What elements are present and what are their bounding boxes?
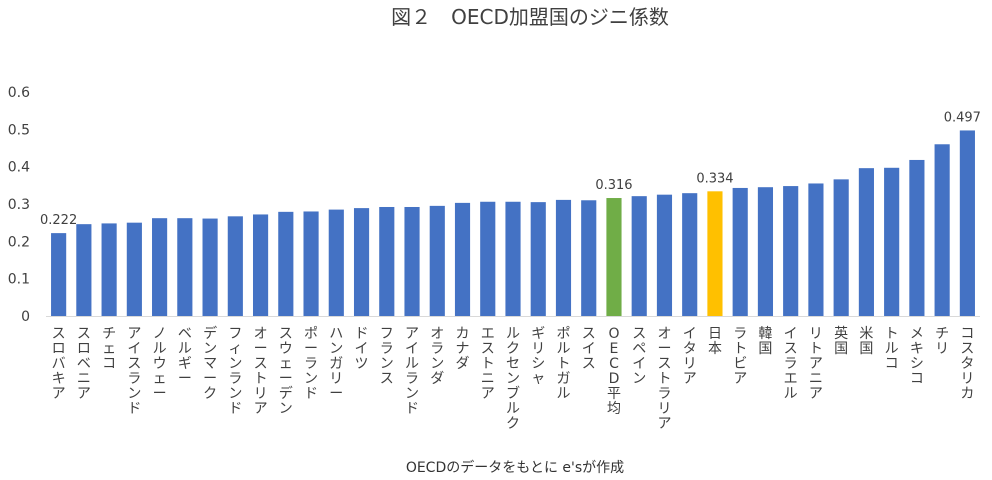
data-label: 0.222 bbox=[40, 213, 77, 228]
bar-33 bbox=[884, 167, 900, 316]
category-label: 英国 bbox=[834, 325, 848, 357]
bar-35 bbox=[934, 144, 950, 316]
category-label: カナダ bbox=[456, 326, 470, 372]
bar-32 bbox=[858, 168, 874, 316]
bar-7 bbox=[227, 216, 243, 316]
category-label: ポーランド bbox=[304, 326, 318, 402]
bar-4 bbox=[152, 218, 168, 316]
bar-6 bbox=[202, 218, 218, 316]
category-label: スペイン bbox=[632, 326, 646, 387]
category-label: 韓国 bbox=[758, 326, 772, 357]
bar-11 bbox=[328, 209, 344, 316]
category-label: ベルギー bbox=[178, 326, 192, 387]
category-label: ルクセンブルク bbox=[506, 326, 520, 432]
y-tick-label: 0.6 bbox=[8, 85, 30, 101]
y-tick-label: 0.1 bbox=[8, 272, 30, 288]
bar-3 bbox=[126, 222, 142, 316]
bar-18 bbox=[505, 201, 521, 316]
category-label: チェコ bbox=[102, 326, 116, 372]
bar-17 bbox=[480, 201, 496, 316]
y-tick-label: 0.4 bbox=[8, 160, 30, 176]
source-note: OECDのデータをもとに e'sが作成 bbox=[406, 459, 624, 476]
bar-24 bbox=[656, 194, 673, 316]
bars bbox=[46, 130, 980, 317]
y-tick-label: 0.5 bbox=[8, 122, 30, 138]
bar-26 bbox=[707, 191, 723, 316]
data-label: 0.334 bbox=[696, 171, 733, 186]
bar-9 bbox=[278, 211, 294, 316]
bar-2 bbox=[101, 223, 117, 316]
bar-20 bbox=[555, 199, 572, 316]
bar-36 bbox=[959, 130, 975, 316]
y-tick-label: 0.3 bbox=[8, 197, 30, 213]
category-label: 日本 bbox=[708, 326, 722, 357]
category-label: スロバキア bbox=[52, 326, 66, 402]
bar-19 bbox=[530, 202, 546, 316]
category-label: デンマーク bbox=[203, 325, 217, 402]
bar-34 bbox=[909, 159, 925, 316]
bar-0 bbox=[51, 233, 67, 316]
category-label: イスラエル bbox=[784, 326, 798, 402]
bar-5 bbox=[177, 218, 193, 316]
bar-13 bbox=[379, 206, 395, 316]
category-label: トルコ bbox=[885, 326, 899, 372]
category-label: ノルウェー bbox=[153, 326, 167, 402]
bar-15 bbox=[429, 205, 445, 316]
category-label: O E C D 平均 bbox=[607, 326, 621, 417]
category-label: ギリシャ bbox=[531, 326, 545, 387]
category-label: アイスランド bbox=[127, 326, 141, 417]
chart-title: 図２ OECD加盟国のジニ係数 bbox=[391, 5, 669, 29]
bar-23 bbox=[631, 196, 647, 316]
bar-27 bbox=[732, 187, 748, 316]
category-label: フィンランド bbox=[228, 326, 242, 417]
category-label: オーストリア bbox=[254, 326, 268, 417]
bar-28 bbox=[757, 187, 774, 316]
category-label: コスタリカ bbox=[960, 326, 974, 402]
category-label: ポルトガル bbox=[556, 326, 570, 402]
category-label: スウェーデン bbox=[279, 326, 293, 417]
bar-25 bbox=[682, 193, 698, 316]
category-label: オランダ bbox=[430, 326, 444, 387]
bar-8 bbox=[252, 214, 269, 316]
bar-16 bbox=[454, 202, 471, 316]
category-label: ドイツ bbox=[355, 326, 369, 372]
category-labels: スロバキアスロベニアチェコアイスランドノルウェーベルギーデンマークフィンランドオ… bbox=[52, 325, 975, 432]
bar-10 bbox=[303, 211, 319, 316]
category-label: 米国 bbox=[859, 326, 873, 357]
category-label: オーストラリア bbox=[657, 326, 671, 432]
category-label: ラトビア bbox=[733, 326, 747, 387]
category-label: スロベニア bbox=[77, 326, 91, 402]
category-label: スイス bbox=[582, 326, 596, 372]
category-label: メキシコ bbox=[910, 326, 924, 387]
data-label: 0.316 bbox=[595, 178, 632, 193]
y-tick-label: 0 bbox=[21, 309, 30, 325]
category-label: ハンガリー bbox=[329, 326, 343, 402]
bar-30 bbox=[808, 183, 824, 316]
bar-21 bbox=[581, 200, 597, 316]
data-labels: 0.222 0.316 0.334 0.497 bbox=[40, 110, 981, 228]
y-axis: 0 0.1 0.2 0.3 0.4 0.5 0.6 bbox=[8, 85, 30, 325]
category-label: フランス bbox=[380, 326, 394, 387]
bar-14 bbox=[404, 206, 420, 316]
y-tick-label: 0.2 bbox=[8, 234, 30, 250]
bar-1 bbox=[76, 224, 92, 316]
bar-12 bbox=[353, 208, 370, 316]
data-label: 0.497 bbox=[944, 110, 981, 125]
bar-22 bbox=[606, 198, 622, 316]
category-label: イタリア bbox=[683, 326, 697, 387]
bar-29 bbox=[783, 186, 799, 316]
category-label: リトアニア bbox=[809, 326, 823, 402]
category-label: アイルランド bbox=[405, 326, 419, 417]
category-label: チリ bbox=[935, 326, 949, 357]
bar-31 bbox=[833, 179, 849, 316]
category-label: エストニア bbox=[481, 326, 495, 402]
